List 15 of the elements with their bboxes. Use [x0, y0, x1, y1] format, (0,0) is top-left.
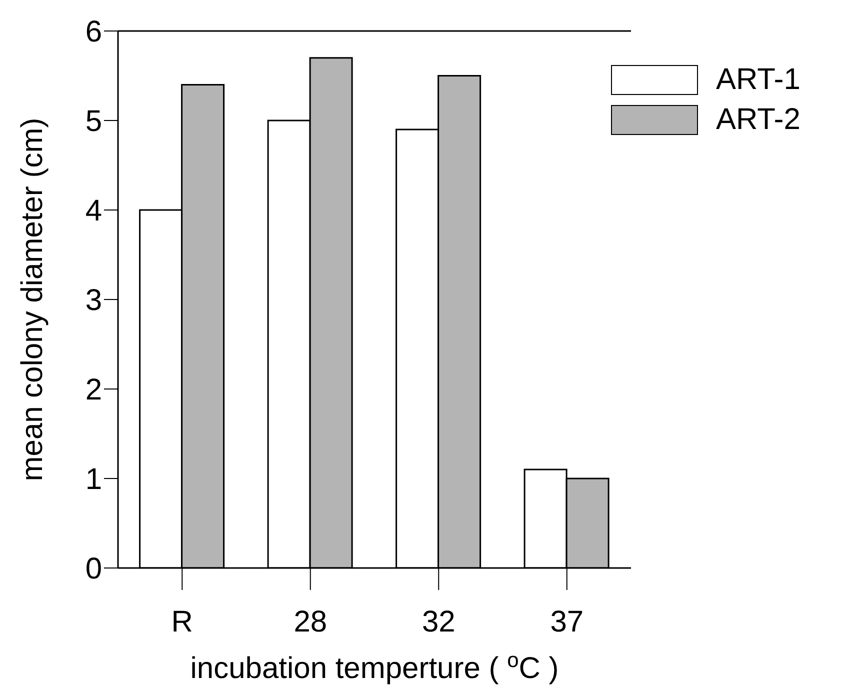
- y-tick-label: 4: [85, 194, 102, 228]
- x-axis-title: incubation temperture ( $^{o}$C ): [190, 648, 559, 685]
- x-tick-label: R: [171, 605, 193, 638]
- y-tick-label: 5: [85, 105, 102, 138]
- y-tick-label: 1: [85, 463, 102, 496]
- legend-label: ART-1: [716, 63, 800, 97]
- legend-label: ART-2: [716, 103, 800, 137]
- y-tick-label: 2: [85, 374, 102, 407]
- y-tick-label: 6: [85, 16, 102, 49]
- y-tick-label: 0: [85, 552, 102, 586]
- x-tick-label: 28: [294, 605, 328, 638]
- y-axis-title: mean colony diameter (cm): [16, 118, 49, 482]
- x-tick-label: 37: [550, 605, 584, 638]
- y-tick-label: 3: [85, 284, 102, 318]
- x-tick-label: 32: [422, 605, 456, 638]
